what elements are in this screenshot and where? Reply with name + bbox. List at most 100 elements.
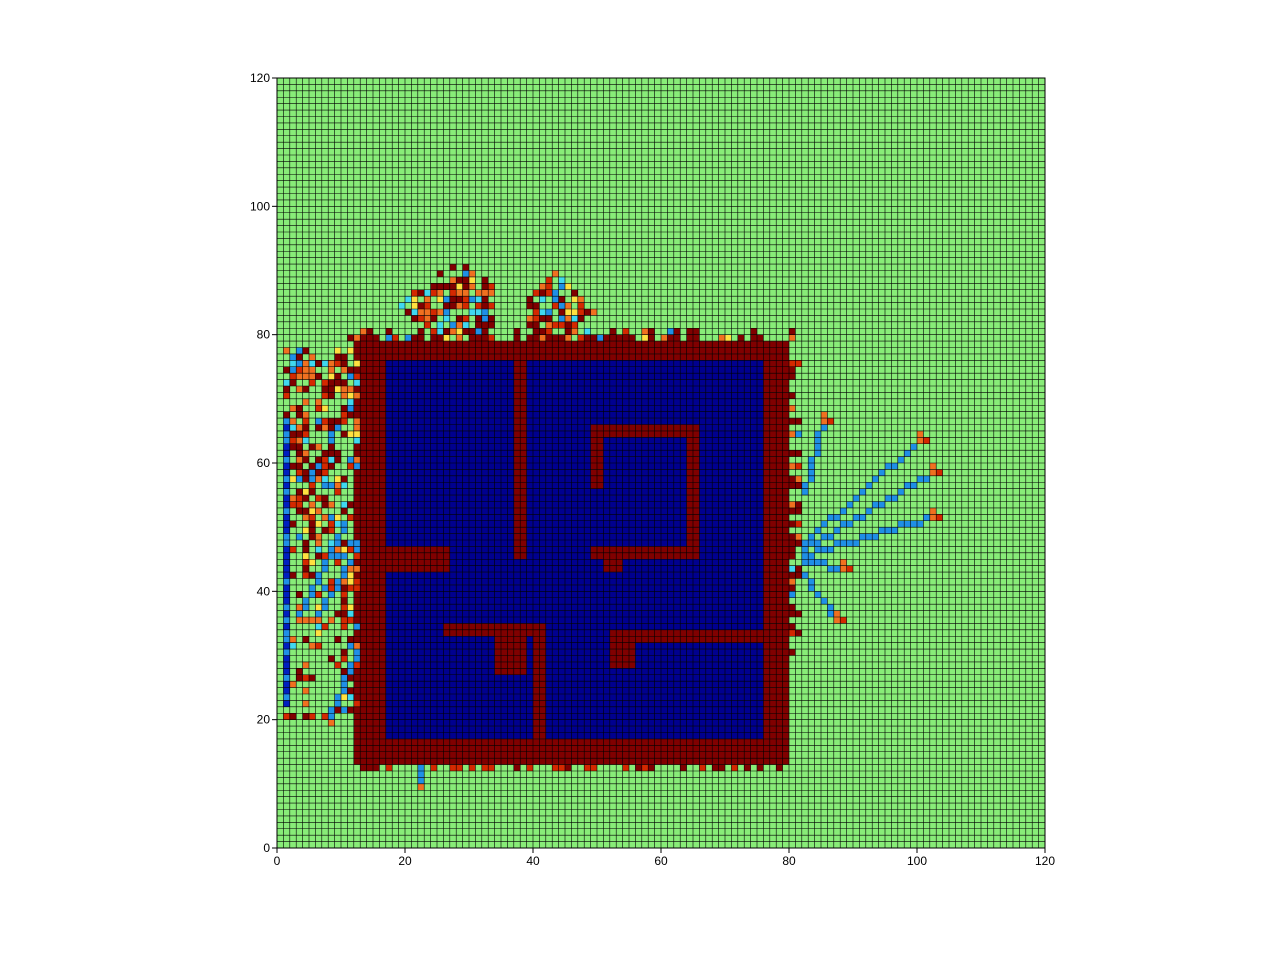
heatmap-cell-run [347, 373, 354, 380]
heatmap-cell-run [526, 398, 764, 406]
heatmap-cell-run [539, 296, 546, 303]
heatmap-cell-run [526, 501, 687, 508]
heatmap-cell-run [789, 501, 796, 508]
heatmap-cell-run [321, 617, 329, 624]
heatmap-cell-run [353, 463, 361, 470]
heatmap-cell-run [846, 559, 1045, 566]
heatmap-cell-run [488, 334, 495, 342]
heatmap-cell-run [385, 668, 495, 675]
heatmap-cell-run [277, 629, 284, 637]
heatmap-cell-run [277, 520, 284, 528]
heatmap-cell-run [302, 360, 309, 367]
heatmap-cell-run [277, 424, 284, 431]
heatmap-cell-run [526, 655, 533, 662]
x-tick-label: 120 [1035, 854, 1055, 868]
heatmap-cell-run [494, 649, 527, 656]
heatmap-cell-run [296, 681, 341, 688]
heatmap-cell-run [513, 334, 521, 342]
heatmap-cell-run [341, 591, 348, 598]
heatmap-cell-run [488, 309, 533, 316]
heatmap-cell-run [385, 642, 495, 650]
heatmap-cell-run [481, 296, 489, 303]
heatmap-cell-run [814, 546, 834, 553]
heatmap-cell-run [353, 629, 386, 637]
heatmap-cell-run [725, 764, 732, 771]
x-tick-label: 40 [526, 854, 540, 868]
heatmap-cell-run [417, 783, 425, 791]
heatmap-cell-run [302, 443, 309, 451]
heatmap-cell-run [456, 315, 463, 322]
heatmap-cell-run [565, 302, 572, 309]
heatmap-cell-run [315, 533, 322, 540]
heatmap-cell-run [590, 552, 700, 560]
heatmap-cell-run [334, 661, 341, 669]
heatmap-cell-run [405, 334, 412, 342]
heatmap-cell-run [341, 540, 348, 547]
heatmap-cell-run [353, 726, 386, 733]
heatmap-cell-run [385, 623, 444, 630]
heatmap-cell-run [462, 270, 469, 277]
heatmap-cell-run [526, 540, 687, 547]
heatmap-cell-run [309, 437, 329, 444]
heatmap-cell-run [552, 289, 559, 297]
heatmap-cell-run [795, 533, 802, 540]
heatmap-cell-run [296, 418, 303, 425]
heatmap-cell-run [801, 463, 809, 470]
heatmap-cell-run [296, 668, 303, 675]
heatmap-cell-run [347, 604, 354, 611]
heatmap-cell-run [315, 642, 322, 650]
heatmap-cell-run [341, 584, 348, 592]
heatmap-cell-run [289, 475, 297, 483]
heatmap-cell-run [443, 328, 450, 335]
heatmap-cell-run [341, 681, 348, 688]
heatmap-cell-run [353, 559, 450, 566]
heatmap-cell-run [353, 668, 386, 675]
heatmap-cell-run [411, 309, 418, 316]
heatmap-cell-run [872, 482, 905, 489]
heatmap-cell-run [341, 559, 348, 566]
heatmap-cell-run [481, 302, 489, 309]
heatmap-cell-run [437, 315, 444, 322]
heatmap-cell-run [315, 424, 322, 431]
heatmap-cell-run [277, 674, 284, 682]
heatmap-cell-run [302, 430, 309, 438]
heatmap-cell-run [833, 527, 841, 534]
heatmap-cell-run [424, 289, 431, 297]
heatmap-cell-run [897, 495, 1045, 502]
heatmap-cell-run [801, 572, 809, 579]
heatmap-cell-run [437, 328, 444, 335]
heatmap-cell-run [545, 276, 553, 284]
heatmap-cell-run [795, 649, 1045, 656]
heatmap-cell-run [667, 328, 674, 335]
heatmap-cell-run [853, 520, 898, 528]
heatmap-cell-run [347, 392, 354, 399]
heatmap-cell-run [353, 398, 386, 406]
heatmap-cell-run [302, 713, 309, 720]
heatmap-cell-run [526, 373, 764, 380]
heatmap-cell-run [801, 546, 809, 553]
heatmap-cell-run [277, 495, 284, 502]
heatmap-cell-run [469, 315, 476, 322]
heatmap-cell-run [782, 764, 1045, 771]
heatmap-cell-run [795, 366, 1045, 374]
heatmap-cell-run [315, 495, 322, 502]
heatmap-cell-run [321, 475, 329, 483]
heatmap-cell-run [558, 276, 565, 284]
heatmap-cell-run [545, 334, 565, 342]
heatmap-cell-run [289, 405, 297, 412]
heatmap-cell-run [341, 360, 348, 367]
heatmap-cell-run [443, 315, 450, 322]
heatmap-cell-run [763, 373, 796, 380]
heatmap-cell-run [449, 264, 457, 271]
heatmap-cell-run [545, 289, 553, 297]
heatmap-cell-run [526, 668, 533, 675]
heatmap-cell-run [936, 507, 1045, 515]
heatmap-cell-run [616, 328, 623, 335]
heatmap-cell-run [334, 559, 341, 566]
heatmap-cell-run [437, 296, 444, 303]
heatmap-cell-run [277, 276, 450, 284]
heatmap-cell-run [277, 321, 425, 329]
heatmap-cell-run [309, 379, 316, 386]
heatmap-cell-run [897, 488, 905, 496]
heatmap-cell-run [494, 315, 527, 322]
